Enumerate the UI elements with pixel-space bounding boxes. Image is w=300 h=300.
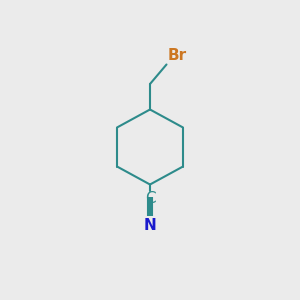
Text: Br: Br — [168, 48, 187, 63]
Text: N: N — [144, 218, 156, 233]
Text: C: C — [145, 191, 155, 206]
